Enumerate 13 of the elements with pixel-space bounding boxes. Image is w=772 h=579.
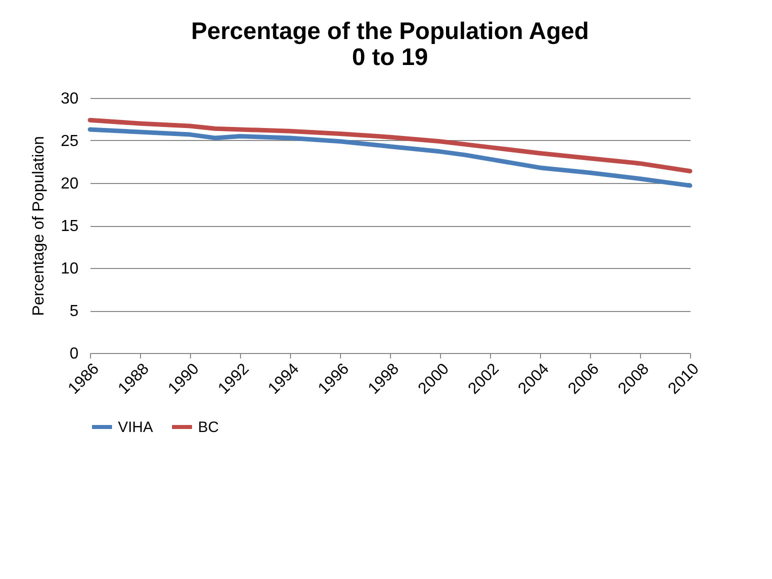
chart-title: Percentage of the Population Aged 0 to 19 <box>191 18 589 71</box>
y-tick-label: 0 <box>70 346 79 362</box>
legend-label: VIHA <box>118 419 154 436</box>
y-tick-label: 20 <box>60 176 79 192</box>
y-axis-title: Percentage of Population <box>30 136 48 316</box>
y-tick-label: 5 <box>70 303 79 320</box>
legend-label: BC <box>198 419 220 436</box>
y-tick-label: 15 <box>60 218 79 235</box>
line-series <box>88 127 692 188</box>
y-tick-label: 30 <box>60 90 79 108</box>
y-tick-label: 25 <box>60 133 79 150</box>
line-series <box>88 118 692 174</box>
y-tick-label: 10 <box>60 260 79 278</box>
